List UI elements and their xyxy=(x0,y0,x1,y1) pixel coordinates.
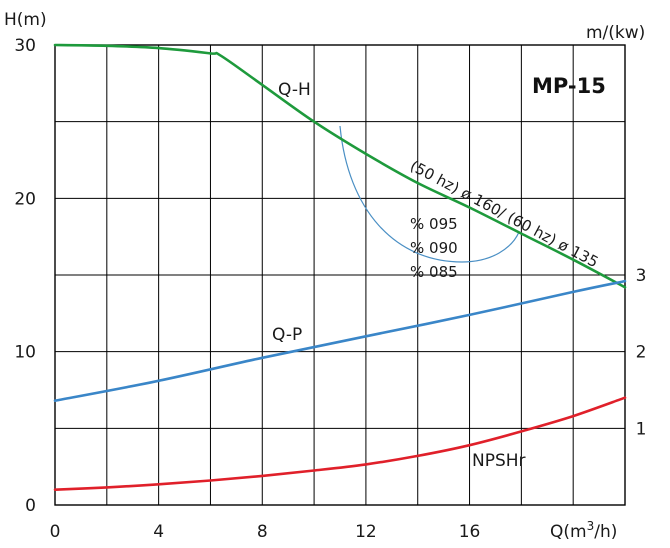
y-left-tick-label: 0 xyxy=(25,496,36,516)
series-label-npshr: NPSHr xyxy=(472,451,526,471)
y-left-tick-label: 20 xyxy=(14,189,36,209)
chart-title: MP-15 xyxy=(532,74,606,98)
y-right-tick-label: 3 xyxy=(636,266,647,286)
y-right-axis-title: m/(kw) xyxy=(586,23,645,43)
x-axis-title: Q(m3/h) xyxy=(550,519,617,542)
x-tick-labels: 0 4 8 12 16 xyxy=(50,522,481,542)
x-tick-label: 4 xyxy=(153,522,164,542)
series-line-npshr xyxy=(53,396,627,491)
y-right-tick-label: 1 xyxy=(636,419,647,439)
y-left-tick-label: 30 xyxy=(14,36,36,56)
x-tick-label: 16 xyxy=(459,522,481,542)
series-label-q-p: Q-P xyxy=(272,325,302,345)
x-tick-label: 8 xyxy=(257,522,268,542)
y-right-tick-label: 2 xyxy=(636,343,647,363)
efficiency-label-090: % 090 xyxy=(410,239,458,257)
efficiency-arc xyxy=(339,125,520,263)
y-left-tick-labels: 0 10 20 30 xyxy=(14,36,36,516)
grid xyxy=(55,45,625,505)
y-right-tick-labels: 1 2 3 xyxy=(636,266,647,439)
series-lines xyxy=(53,43,627,491)
efficiency-label-085: % 085 xyxy=(410,263,458,281)
y-left-axis-title: H(m) xyxy=(4,10,47,30)
efficiency-label-095: % 095 xyxy=(410,215,458,233)
plot-frame xyxy=(54,44,626,506)
x-tick-label: 0 xyxy=(50,522,61,542)
series-line-q-h xyxy=(53,43,627,289)
series-line-q-p xyxy=(53,279,627,402)
series-label-q-h: Q-H xyxy=(278,80,311,100)
x-tick-label: 12 xyxy=(355,522,377,542)
y-left-tick-label: 10 xyxy=(14,343,36,363)
